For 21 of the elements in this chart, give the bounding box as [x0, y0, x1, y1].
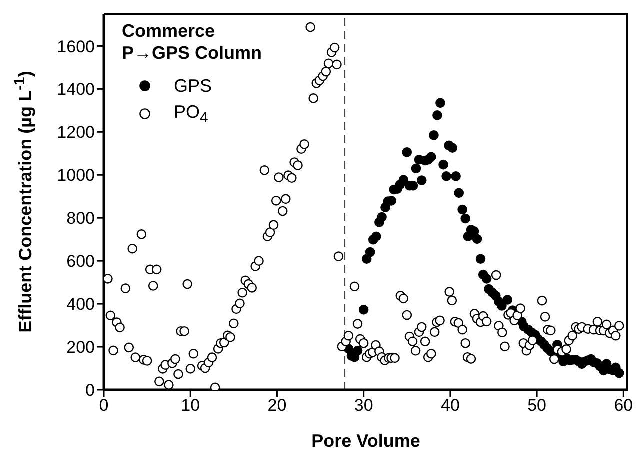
x-tick-label: 0	[99, 396, 109, 416]
x-tick-label: 40	[440, 396, 460, 416]
y-tick-label: 1400	[57, 80, 95, 100]
x-tick-label: 60	[614, 396, 634, 416]
x-tick-label: 10	[181, 396, 200, 416]
x-axis-title: Pore Volume	[310, 431, 422, 452]
legend-label: GPS	[174, 76, 212, 96]
y-tick-label: 1200	[57, 123, 95, 142]
y-tick-label: 1000	[57, 166, 95, 186]
x-tick-label: 20	[268, 396, 287, 416]
y-tick-label: 600	[66, 252, 95, 272]
y-tick-label: 1600	[57, 37, 95, 56]
y-tick-label: 800	[66, 209, 95, 228]
legend-label: PO$_{4}$	[174, 102, 208, 126]
text: P→GPS Column	[122, 42, 262, 64]
x-tick-label: 30	[354, 396, 374, 416]
x-tick-label: 50	[528, 396, 547, 416]
chart-title: Commerce	[122, 20, 216, 42]
y-tick-label: 400	[66, 295, 95, 314]
y-tick-label: 200	[66, 338, 95, 358]
y-tick-label: 0	[86, 381, 95, 400]
